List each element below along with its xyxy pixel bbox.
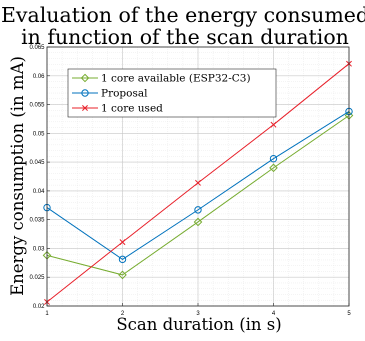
plot-frame [46,46,350,307]
data-point-0-1 [118,270,127,280]
data-point-2-3 [270,121,277,128]
x-tick-label: 1 [45,311,49,317]
data-point-0-2 [193,217,203,227]
data-point-2-1-stroke [119,239,126,246]
data-point-2-2 [195,179,201,186]
series-layer [42,60,354,305]
x-tick-label: 2 [121,311,125,317]
data-point-1-1 [118,255,127,264]
data-point-1-2 [194,206,202,214]
y-tick-label: 0.03 [33,246,45,252]
y-tick-label: 0.025 [29,275,45,281]
x-axis-label: Scan duration (in s) [116,315,281,334]
chart-title-line-1: Evaluation of the energy consumed [1,3,365,27]
data-point-2-1 [119,239,126,246]
legend-box [67,68,277,118]
tick-labels: 1 2 3 4 5 0.02 0.025 0.03 0.035 0.04 0.045 0.05 0.05… [29,45,351,317]
y-tick-label: 0.05 [33,131,45,137]
data-point-2-2-stroke [195,179,201,186]
data-point-1-3 [269,154,278,163]
legend-marker-2-stroke [82,105,88,111]
y-tick-label: 0.035 [29,218,45,224]
y-axis-label: Energy consumption (in mA) [8,56,27,296]
legend-label-2: 1 core used [101,103,163,115]
y-tick-label: 0.045 [29,160,45,166]
data-point-0-3 [269,163,278,173]
y-tick-label: 0.06 [33,74,45,80]
chart-title-line-2: in function of the scan duration [21,25,349,49]
legend-label-0: 1 core available (ESP32-C3) [101,73,251,85]
y-tick-label: 0.055 [29,103,45,109]
y-tick-label: 0.02 [33,304,45,310]
data-point-2-3-stroke [270,121,277,128]
legend-marker-1 [81,89,89,97]
series-line-0 [46,115,350,276]
legend: 1 core available (ESP32-C3) Proposal 1 cor… [67,68,277,118]
legend-marker-2 [82,105,88,111]
x-tick-label: 4 [272,311,276,317]
legend-label-1: Proposal [101,88,148,100]
x-tick-label: 3 [196,311,200,317]
y-tick-label: 0.04 [33,189,45,195]
x-tick-label: 5 [347,311,351,317]
y-tick-label: 0.065 [29,45,45,51]
legend-marker-0 [80,73,90,83]
series-line-1 [46,111,350,260]
